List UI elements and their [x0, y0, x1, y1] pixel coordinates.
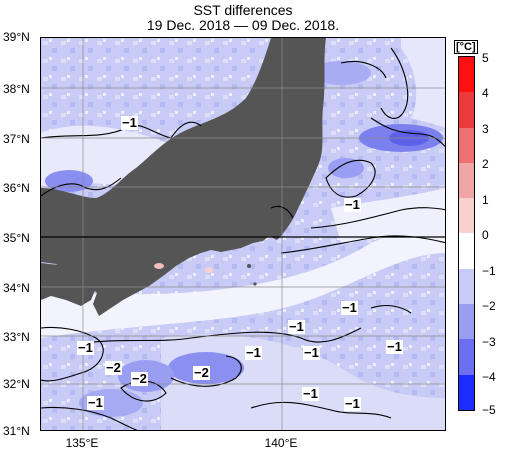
contour-lines [41, 47, 445, 430]
y-label-34n: 34°N [3, 281, 30, 295]
y-label-38n: 38°N [3, 82, 30, 96]
colorbar-band [459, 162, 474, 199]
colorbar-band [459, 304, 474, 340]
colorbar-tick: 5 [482, 51, 489, 65]
colorbar-tick: −5 [482, 403, 496, 417]
contour-label: −1 [341, 300, 358, 315]
colorbar-band [459, 268, 474, 305]
y-label-32n: 32°N [3, 377, 30, 391]
y-label-35n: 35°N [3, 231, 30, 245]
contour-label: −1 [303, 345, 320, 360]
colorbar-tick: −4 [482, 370, 496, 384]
light-region [41, 233, 445, 338]
colorbar-tick: 1 [482, 193, 489, 207]
warm-anomaly-patch [205, 267, 213, 273]
colorbar [458, 56, 475, 411]
light-region [401, 38, 445, 128]
x-label-135e: 135°E [65, 436, 99, 450]
colorbar-band [459, 374, 474, 410]
honshu-land [41, 38, 326, 316]
cold-anomaly-patch [328, 158, 364, 178]
colorbar-band [459, 127, 474, 163]
colorbar-tick: 0 [482, 228, 489, 242]
y-label-37n: 37°N [3, 132, 30, 146]
shikoku-land [41, 263, 96, 306]
contour-label: −1 [344, 396, 361, 411]
map-date-range: 19 Dec. 2018 — 09 Dec. 2018. [146, 17, 340, 33]
contour-label: −1 [121, 115, 138, 130]
sst-difference-map: −1 −1 −1 −1 −1 −1 −2 −2 −2 −1 −1 −1 −1 −… [40, 37, 446, 431]
y-label-36n: 36°N [3, 181, 30, 195]
y-label-33n: 33°N [3, 330, 30, 344]
x-label-140e: 140°E [264, 436, 298, 450]
colorbar-tick: −3 [482, 335, 496, 349]
colorbar-band [459, 198, 474, 234]
contour-label: −1 [302, 386, 319, 401]
contour-label: −1 [245, 345, 262, 360]
map-title: SST differences [193, 2, 293, 18]
contour-label: −2 [131, 371, 148, 386]
contour-label: −1 [386, 339, 403, 354]
colorbar-band [459, 233, 474, 269]
colorbar-tick: −2 [482, 299, 496, 313]
colorbar-unit: [°C] [454, 40, 478, 54]
colorbar-tick: 3 [482, 122, 489, 136]
contour-label: −2 [193, 365, 210, 380]
y-label-39n: 39°N [3, 30, 30, 44]
contour-label: −2 [105, 360, 122, 375]
contour-label: −1 [77, 340, 94, 355]
colorbar-tick: −1 [482, 264, 496, 278]
contour-label: −1 [344, 197, 361, 212]
y-label-31n: 31°N [3, 424, 30, 438]
colorbar-tick: 4 [482, 86, 489, 100]
map-canvas [41, 38, 445, 430]
warm-anomaly-patch [154, 263, 164, 269]
island [253, 282, 257, 286]
light-region [331, 188, 445, 243]
cold-anomaly-patch [311, 61, 371, 85]
colorbar-band [459, 92, 474, 128]
contour-label: −1 [87, 395, 104, 410]
contour-label: −1 [288, 319, 305, 334]
colorbar-band [459, 57, 474, 93]
colorbar-tick: 2 [482, 157, 489, 171]
island [247, 264, 251, 268]
colorbar-band [459, 339, 474, 375]
